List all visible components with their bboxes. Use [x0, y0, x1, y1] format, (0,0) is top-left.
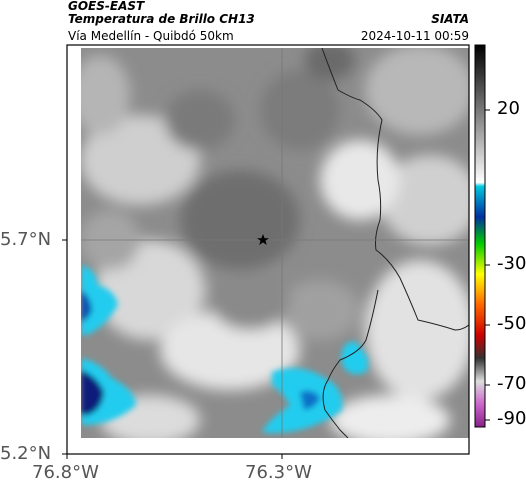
map-frame	[66, 44, 470, 455]
timestamp-label: 2024-10-11 00:59	[360, 29, 469, 43]
colorbar-label: -70	[497, 373, 526, 394]
star-icon	[257, 234, 269, 245]
lon-tick-label: 76.8°W	[32, 462, 99, 483]
brightness-temperature-field	[81, 48, 469, 438]
colorbar-label: -90	[497, 408, 526, 429]
colorbar-label: 20	[497, 98, 520, 119]
lon-tick-label: 76.3°W	[245, 462, 312, 483]
satellite-name: GOES-EAST	[68, 0, 145, 13]
colorbar-label: -30	[497, 253, 526, 274]
colorbar	[474, 44, 486, 428]
lat-tick-label: 5.2°N	[0, 443, 52, 464]
product-title: Temperatura de Brillo CH13	[68, 12, 255, 26]
region-subtitle: Vía Medellín - Quibdó 50km	[68, 29, 234, 43]
colorbar-label: -50	[497, 313, 526, 334]
lat-tick-label: 5.7°N	[0, 229, 52, 250]
agency-label: SIATA	[431, 12, 469, 26]
